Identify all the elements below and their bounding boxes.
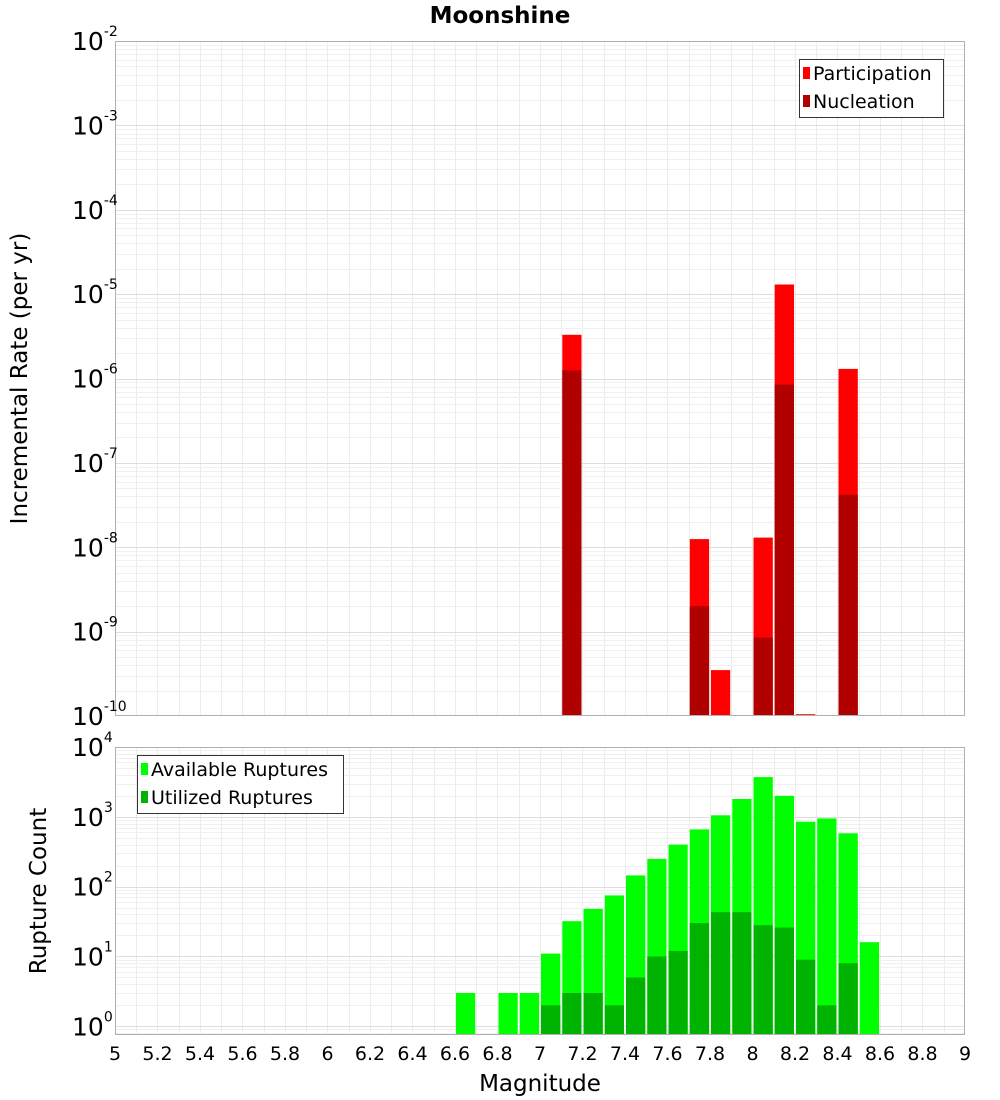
count-bar xyxy=(541,1005,561,1035)
rate-legend-label: Nucleation xyxy=(813,91,915,113)
count-bar xyxy=(774,927,794,1035)
count-bar xyxy=(796,959,816,1035)
rate-bar xyxy=(689,606,710,716)
count-x-tick-label: 8.8 xyxy=(907,1043,937,1065)
count-x-tick-label: 5.6 xyxy=(227,1043,257,1065)
rate-series-1 xyxy=(562,370,858,716)
count-x-tick-label: 7.4 xyxy=(610,1043,640,1065)
count-bar xyxy=(519,993,540,1035)
count-y-axis-title: Rupture Count xyxy=(26,808,52,974)
rate-y-tick-label: 10-7 xyxy=(72,446,118,478)
rate-y-tick-label: 10-4 xyxy=(72,193,118,225)
count-bar xyxy=(604,895,624,1035)
rate-y-ticks: 10-10 10-9 10-8 10-7 10-6 10-5 10-4 10-3 10-2 xyxy=(72,24,127,731)
rate-y-tick-label: 10-8 xyxy=(72,530,118,562)
count-frame xyxy=(115,747,965,1035)
count-x-tick-label: 5.2 xyxy=(142,1043,172,1065)
count-bar xyxy=(604,1005,624,1035)
rate-y-tick-label: 10-10 xyxy=(72,699,127,731)
rate-panel: 10-10 10-9 10-8 10-7 10-6 10-5 10-4 10-3 10-2 Inc… xyxy=(7,24,965,731)
rate-y-tick-label: 10-6 xyxy=(72,362,118,394)
count-bar xyxy=(689,923,710,1035)
count-x-tick-label: 7.8 xyxy=(695,1043,725,1065)
rate-bar xyxy=(774,384,794,716)
count-bar xyxy=(562,993,582,1035)
rate-legend-swatch xyxy=(803,95,810,107)
count-x-tick-label: 5 xyxy=(109,1043,121,1065)
count-y-tick-label: 104 xyxy=(72,730,113,762)
count-x-tick-label: 8.4 xyxy=(822,1043,852,1065)
count-x-tick-label: 6.6 xyxy=(440,1043,470,1065)
count-x-tick-label: 8 xyxy=(746,1043,758,1065)
count-x-tick-label: 9 xyxy=(959,1043,971,1065)
rate-bar xyxy=(711,670,731,716)
count-legend-label: Available Ruptures xyxy=(151,759,328,781)
count-x-tick-label: 6.2 xyxy=(355,1043,385,1065)
count-y-ticks: 100 101 102 103 104 xyxy=(72,730,113,1041)
rate-y-tick-label: 10-3 xyxy=(72,108,118,140)
count-bar xyxy=(732,912,752,1035)
count-bar xyxy=(838,963,858,1035)
rate-legend-box xyxy=(799,59,944,118)
count-y-tick-label: 100 xyxy=(72,1009,113,1041)
count-legend: Available Ruptures Utilized Ruptures xyxy=(137,755,344,814)
count-x-tick-label: 6 xyxy=(321,1043,333,1065)
count-bar xyxy=(647,956,667,1035)
count-legend-swatch xyxy=(141,763,148,775)
count-bar xyxy=(456,993,476,1035)
count-grid xyxy=(115,747,965,1035)
count-bar xyxy=(583,993,603,1035)
count-panel: 100 101 102 103 104 Rupture Count Available Ru… xyxy=(26,730,971,1097)
rate-bar xyxy=(753,637,773,716)
count-x-tick-label: 7.6 xyxy=(652,1043,682,1065)
rate-y-axis-title: Incremental Rate (per yr) xyxy=(7,233,33,525)
rate-bar xyxy=(562,370,582,716)
count-x-axis-title: Magnitude xyxy=(479,1071,601,1097)
count-bar xyxy=(817,1005,837,1035)
rate-y-tick-label: 10-5 xyxy=(72,277,118,309)
count-x-tick-label: 6.8 xyxy=(482,1043,512,1065)
rate-bar xyxy=(838,494,858,716)
chart-title: Moonshine xyxy=(430,3,571,29)
count-y-tick-label: 101 xyxy=(72,940,113,972)
count-bar xyxy=(498,993,518,1035)
count-x-tick-label: 8.6 xyxy=(865,1043,895,1065)
count-legend-swatch xyxy=(141,791,148,803)
count-legend-box xyxy=(137,755,344,814)
count-bar xyxy=(626,977,646,1035)
count-bar xyxy=(711,912,731,1035)
count-x-tick-label: 6.4 xyxy=(397,1043,427,1065)
rate-legend-swatch xyxy=(803,67,810,79)
count-x-tick-label: 7.2 xyxy=(567,1043,597,1065)
count-legend-label: Utilized Ruptures xyxy=(151,787,313,809)
rate-grid xyxy=(115,41,965,716)
count-y-tick-label: 102 xyxy=(72,870,113,902)
count-x-tick-label: 8.2 xyxy=(780,1043,810,1065)
count-x-tick-label: 5.8 xyxy=(270,1043,300,1065)
count-y-tick-label: 103 xyxy=(72,800,113,832)
rate-legend-label: Participation xyxy=(813,63,932,85)
count-bar xyxy=(668,950,688,1035)
rate-y-tick-label: 10-9 xyxy=(72,615,118,647)
count-bar xyxy=(859,942,880,1035)
rate-frame xyxy=(115,41,965,716)
rate-legend: Participation Nucleation xyxy=(799,59,944,118)
count-bar xyxy=(753,925,773,1035)
count-bar xyxy=(817,818,837,1035)
rate-y-tick-label: 10-2 xyxy=(72,24,118,56)
count-x-ticks: 5 5.2 5.4 5.6 5.8 6 6.2 6.4 6.6 6.8 7 7.2 7.4 7.6 7.8 8… xyxy=(109,1043,971,1065)
count-series-1 xyxy=(541,912,858,1035)
count-x-tick-label: 7 xyxy=(534,1043,546,1065)
count-x-tick-label: 5.4 xyxy=(185,1043,215,1065)
